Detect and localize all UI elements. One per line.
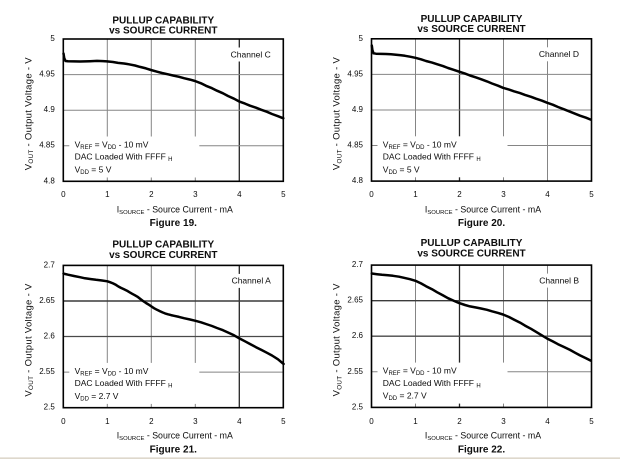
svg-text:PULLUP CAPABILITY: PULLUP CAPABILITY [112,240,214,251]
svg-text:2.65: 2.65 [347,296,363,305]
svg-text:PULLUP CAPABILITY: PULLUP CAPABILITY [421,14,523,25]
svg-text:VOUT​ - Output Voltage - V: VOUT​ - Output Voltage - V [24,57,36,171]
svg-text:3: 3 [501,190,506,199]
svg-text:Channel D: Channel D [539,49,579,59]
svg-text:3: 3 [193,190,198,199]
svg-text:4: 4 [237,190,242,199]
svg-text:ISOURCE​ - Source Current - mA: ISOURCE​ - Source Current - mA [117,431,233,443]
svg-text:5: 5 [589,417,594,426]
svg-text:5: 5 [281,190,286,199]
svg-text:2: 2 [457,190,462,199]
svg-text:2.6: 2.6 [44,332,56,341]
svg-text:4.85: 4.85 [347,141,363,150]
svg-text:VOUT​ - Output Voltage - V: VOUT​ - Output Voltage - V [332,283,344,397]
svg-text:4: 4 [545,190,550,199]
svg-text:2.5: 2.5 [352,402,364,411]
svg-text:0: 0 [61,190,66,199]
svg-text:1: 1 [413,417,418,426]
svg-text:2: 2 [149,417,154,426]
svg-text:PULLUP CAPABILITY: PULLUP CAPABILITY [112,15,214,26]
svg-text:4: 4 [545,417,550,426]
svg-text:vs SOURCE CURRENT: vs SOURCE CURRENT [109,250,217,261]
svg-text:Channel C: Channel C [231,49,271,59]
svg-text:1: 1 [413,190,418,199]
svg-text:2: 2 [149,190,154,199]
svg-text:DAC Loaded With FFFF H​: DAC Loaded With FFFF H​ [75,378,173,390]
svg-text:2.55: 2.55 [347,367,363,376]
svg-text:1: 1 [105,190,110,199]
svg-text:4: 4 [237,417,242,426]
svg-text:2.7: 2.7 [44,260,56,269]
svg-text:2.6: 2.6 [352,331,364,340]
svg-text:4.8: 4.8 [44,176,56,185]
svg-text:PULLUP CAPABILITY: PULLUP CAPABILITY [421,238,523,249]
svg-text:vs SOURCE CURRENT: vs SOURCE CURRENT [417,249,525,260]
svg-text:2.55: 2.55 [39,367,55,376]
svg-text:5: 5 [589,190,594,199]
svg-text:Channel B: Channel B [539,275,579,285]
svg-text:vs SOURCE CURRENT: vs SOURCE CURRENT [109,26,217,37]
svg-text:0: 0 [369,417,374,426]
svg-text:3: 3 [501,417,506,426]
svg-text:4.9: 4.9 [44,105,56,114]
svg-text:2.65: 2.65 [39,296,55,305]
svg-text:VDD​ = 5 V: VDD​ = 5 V [383,164,420,176]
svg-text:5: 5 [359,34,364,43]
svg-text:0: 0 [369,190,374,199]
svg-text:1: 1 [105,417,110,426]
svg-text:5: 5 [281,417,286,426]
svg-text:Channel A: Channel A [232,276,272,286]
svg-text:ISOURCE​ - Source Current - mA: ISOURCE​ - Source Current - mA [117,205,233,217]
svg-text:VOUT​ - Output Voltage - V: VOUT​ - Output Voltage - V [24,283,36,397]
svg-text:4.95: 4.95 [39,70,55,79]
svg-text:Figure 21.: Figure 21. [150,444,197,455]
svg-text:Figure 22.: Figure 22. [458,444,505,455]
svg-text:DAC Loaded With FFFF H​: DAC Loaded With FFFF H​ [75,152,173,164]
svg-text:DAC Loaded With FFFF H​: DAC Loaded With FFFF H​ [383,152,481,164]
svg-text:0: 0 [61,417,66,426]
svg-text:VDD​ = 2.7 V: VDD​ = 2.7 V [383,391,427,403]
svg-text:2.7: 2.7 [352,260,364,269]
svg-text:VOUT​ - Output Voltage - V: VOUT​ - Output Voltage - V [332,57,344,171]
svg-text:Figure 20.: Figure 20. [458,218,505,229]
svg-text:5: 5 [50,34,55,43]
svg-text:Figure 19.: Figure 19. [150,218,197,229]
svg-text:3: 3 [193,417,198,426]
svg-text:DAC Loaded With FFFF H​: DAC Loaded With FFFF H​ [383,378,481,390]
svg-text:VREF​ = VDD​ - 10 mV: VREF​ = VDD​ - 10 mV [383,366,457,378]
svg-text:4.8: 4.8 [352,176,364,185]
svg-text:VDD​ = 5 V: VDD​ = 5 V [75,165,112,177]
svg-text:2: 2 [457,417,462,426]
svg-text:VREF​ = VDD​ - 10 mV: VREF​ = VDD​ - 10 mV [383,139,457,151]
svg-text:VDD​ = 2.7 V: VDD​ = 2.7 V [75,391,119,403]
svg-text:2.5: 2.5 [44,403,56,412]
svg-text:4.9: 4.9 [352,105,364,114]
svg-text:VREF​ = VDD​ - 10 mV: VREF​ = VDD​ - 10 mV [75,140,149,152]
svg-text:ISOURCE​ - Source Current - mA: ISOURCE​ - Source Current - mA [425,205,541,217]
svg-text:ISOURCE​ - Source Current - mA: ISOURCE​ - Source Current - mA [425,431,541,443]
svg-text:4.85: 4.85 [39,141,55,150]
svg-text:4.95: 4.95 [347,69,363,78]
svg-text:VREF​ = VDD​ - 10 mV: VREF​ = VDD​ - 10 mV [75,366,149,378]
svg-text:vs SOURCE CURRENT: vs SOURCE CURRENT [417,24,525,35]
